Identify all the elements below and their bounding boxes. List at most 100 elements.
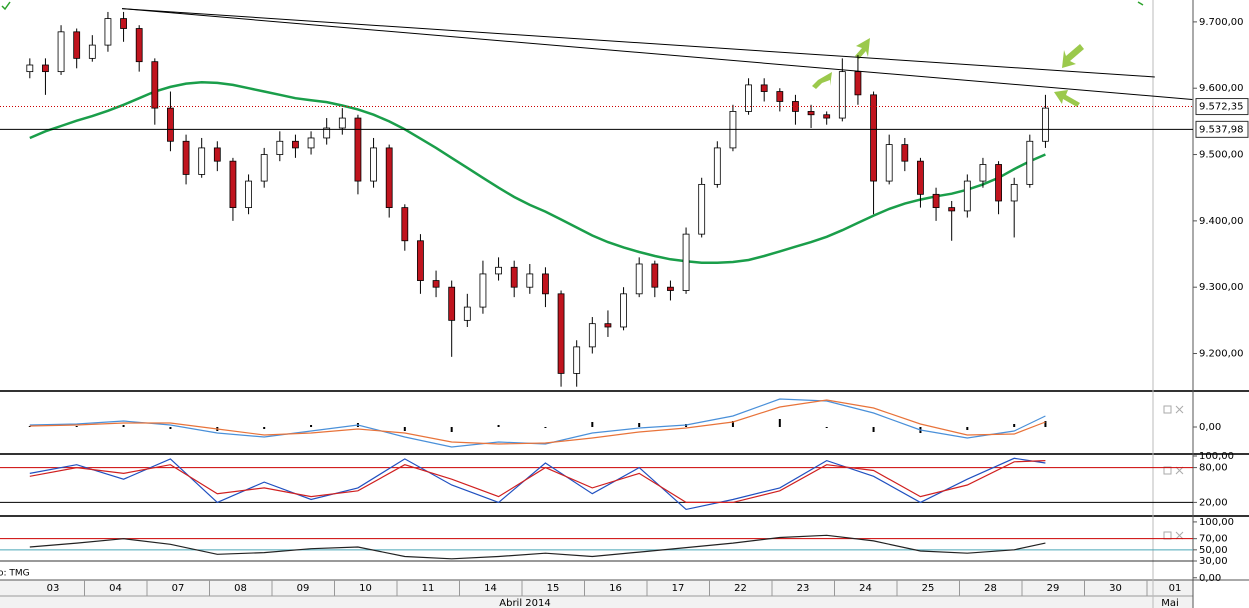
- month-label: Mai: [1161, 598, 1179, 608]
- histogram-bar: [310, 425, 313, 427]
- candle-body: [276, 140, 284, 155]
- candle-body: [932, 193, 940, 209]
- candle-body: [151, 61, 159, 109]
- trendline: [121, 8, 1193, 100]
- x-tick-label: 14: [484, 583, 497, 594]
- indicator-line: [29, 399, 1046, 445]
- icon: [1175, 466, 1184, 475]
- candle-body: [823, 114, 831, 119]
- candle-body: [885, 144, 893, 182]
- candle-body: [542, 273, 549, 295]
- candle-body: [182, 140, 190, 175]
- y-tick-label: 70,00: [1199, 534, 1228, 545]
- candle-body: [448, 286, 456, 321]
- candle-body: [963, 180, 971, 212]
- arrow: [1062, 44, 1084, 68]
- candle-body: [698, 183, 706, 235]
- x-tick-label: 24: [859, 583, 872, 594]
- x-tick-label: 01: [1169, 583, 1182, 594]
- y-tick-label: 100,00: [1199, 517, 1234, 528]
- arrow: [855, 38, 870, 59]
- candle-body: [667, 286, 674, 291]
- candle-body: [1042, 107, 1049, 142]
- x-tick-label: 17: [672, 583, 685, 594]
- x-tick-label: 25: [922, 583, 935, 594]
- x-tick-label: 29: [1047, 583, 1060, 594]
- x-axis-strip: [0, 580, 1193, 608]
- histogram-bar: [1044, 421, 1047, 427]
- corner-check: [1, 1, 11, 11]
- y-tick-label: 100,00: [1199, 451, 1234, 462]
- candle-body: [635, 263, 643, 295]
- x-tick-label: 23: [797, 583, 810, 594]
- y-tick-label: 0,00: [1199, 573, 1221, 584]
- candle-body: [104, 18, 112, 46]
- y-tick-label: 9.200,00: [1199, 349, 1244, 360]
- candle-body: [463, 306, 471, 321]
- corner-check: [1137, 1, 1144, 6]
- candle-body: [682, 233, 690, 291]
- level-label-box: [1195, 120, 1249, 138]
- candle-body: [417, 240, 424, 281]
- icon: [1163, 466, 1172, 475]
- candle-body: [213, 147, 221, 162]
- candle-body: [370, 147, 377, 182]
- candle-body: [573, 346, 581, 374]
- annotation-arrows: [812, 38, 1084, 107]
- icon: [1175, 531, 1184, 540]
- histogram-bar: [544, 427, 547, 428]
- histogram-bar: [778, 419, 781, 427]
- candle-body: [479, 273, 487, 308]
- moving-average: [29, 80, 1046, 264]
- level-label-box: [1195, 98, 1249, 116]
- y-tick-label: 9.300,00: [1199, 282, 1244, 293]
- candle-body: [854, 71, 862, 96]
- y-tick-label: 9.700,00: [1199, 17, 1244, 28]
- candle-body: [807, 111, 815, 116]
- icon: [1163, 405, 1172, 414]
- histogram-bar: [1013, 424, 1016, 427]
- candle-body: [385, 147, 393, 209]
- candle-body: [260, 154, 268, 182]
- y-tick-label: 9.500,00: [1199, 150, 1244, 161]
- histogram-bar: [591, 422, 594, 427]
- x-tick-label: 11: [422, 583, 435, 594]
- candle-body: [167, 107, 174, 142]
- level-label: 9.537,98: [1199, 124, 1244, 135]
- arrow: [1054, 90, 1080, 107]
- candle-body: [323, 127, 331, 139]
- candle-body: [57, 31, 65, 73]
- icon: [1175, 405, 1184, 414]
- histogram-bar: [169, 427, 172, 429]
- candle-body: [979, 164, 987, 182]
- x-tick-label: 04: [109, 583, 122, 594]
- x-tick-label: 03: [47, 583, 60, 594]
- month-label: Abril 2014: [499, 598, 550, 608]
- candle-body: [307, 137, 315, 149]
- x-tick-label: 22: [734, 583, 747, 594]
- candle-body: [495, 266, 502, 275]
- histogram-bar: [263, 427, 266, 429]
- indicator-line: [29, 534, 1046, 560]
- x-tick-label: 28: [984, 583, 997, 594]
- y-tick-label: 20,00: [1199, 497, 1228, 508]
- candle-body: [838, 71, 846, 119]
- y-tick-label: 80,00: [1199, 463, 1228, 474]
- indicator-line: [29, 398, 1046, 448]
- x-tick-label: 15: [547, 583, 560, 594]
- candle-body: [432, 280, 440, 288]
- candle-body: [245, 180, 252, 209]
- candle-body: [870, 94, 877, 182]
- histogram-bar: [122, 425, 125, 427]
- x-tick-label: 10: [359, 583, 372, 594]
- candle-body: [620, 293, 627, 328]
- candle-body: [42, 64, 49, 73]
- candle-body: [557, 293, 565, 374]
- arrow: [812, 72, 832, 89]
- histogram-bar: [825, 427, 828, 428]
- candle-body: [917, 160, 924, 195]
- candle-body: [510, 266, 518, 288]
- indicator-line: [29, 460, 1046, 503]
- candle-body: [948, 207, 956, 212]
- trendline: [121, 8, 1155, 78]
